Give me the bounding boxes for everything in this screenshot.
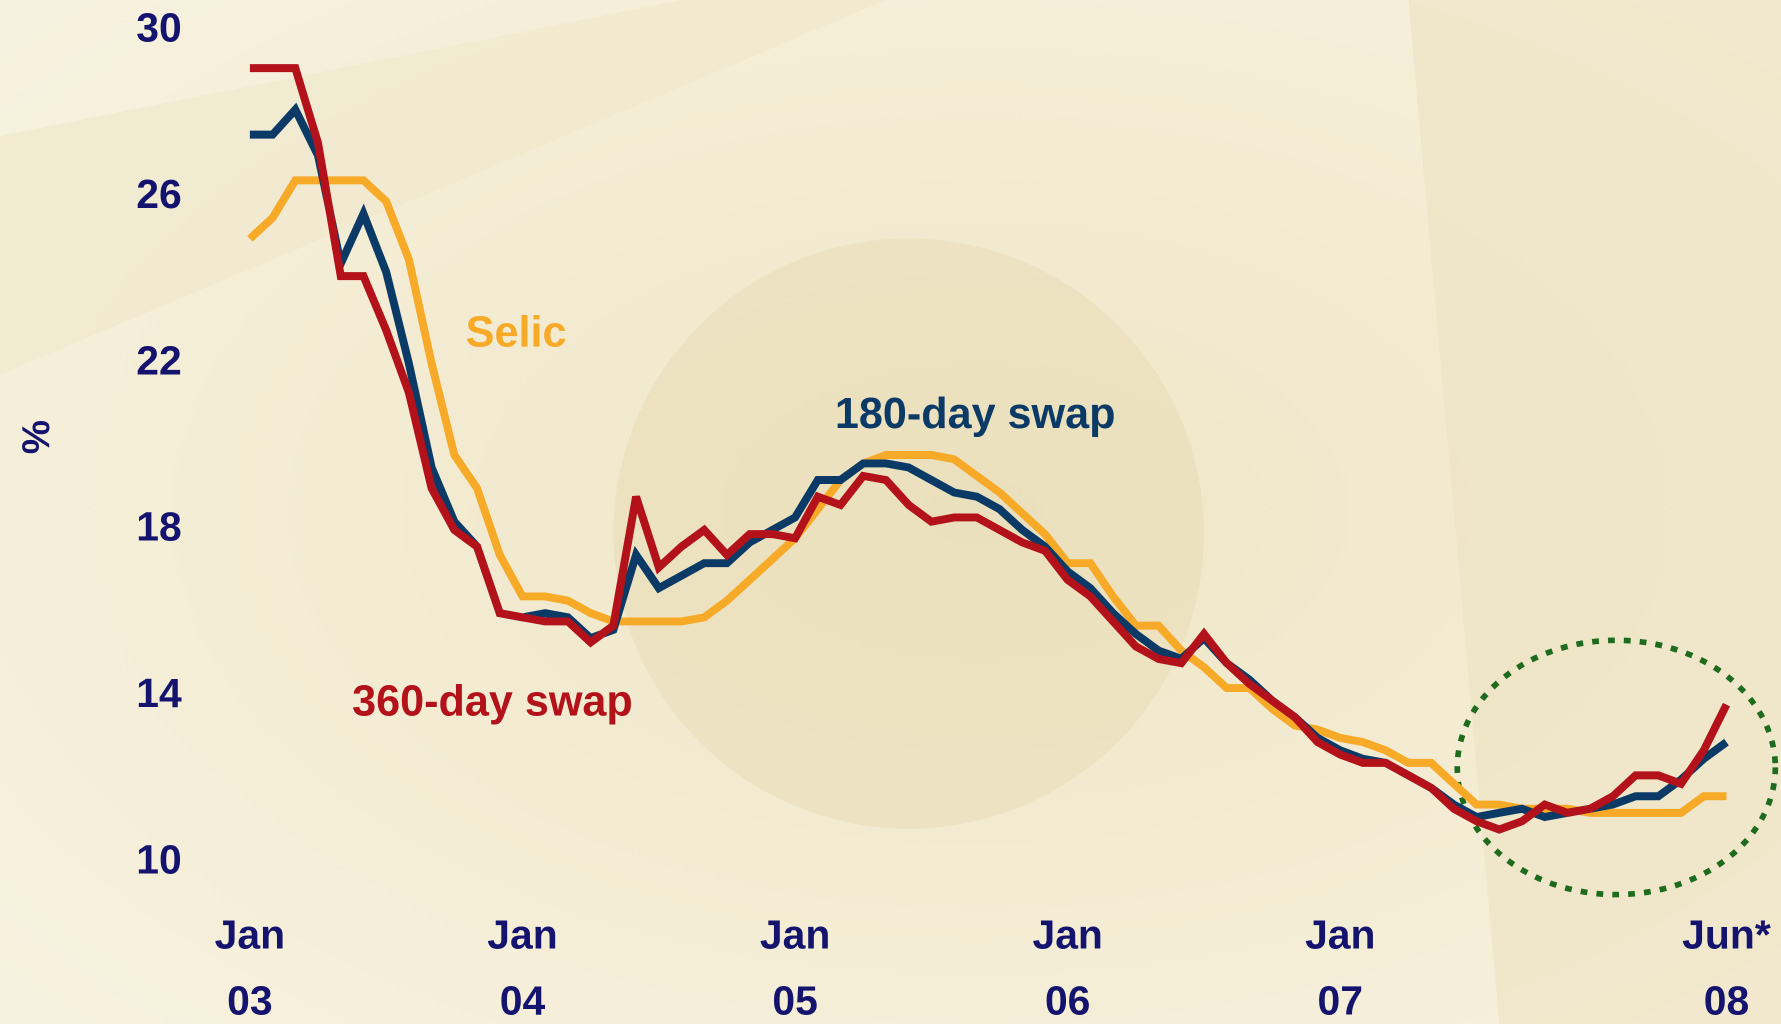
x-tick-label: Jan 05 — [760, 912, 830, 1024]
background-seal — [613, 238, 1204, 829]
background-band — [0, 0, 886, 375]
x-tick-label: Jun* 08 — [1682, 912, 1771, 1024]
x-tick-label: Jan 04 — [487, 912, 557, 1024]
y-tick-label: 18 — [136, 504, 181, 550]
y-tick-label: 30 — [136, 4, 181, 50]
series-line — [249, 64, 1731, 834]
highlight-ellipse — [1454, 637, 1779, 898]
series-label: 360-day swap — [352, 677, 633, 725]
x-tick-label: Jan 03 — [215, 912, 285, 1024]
series-label: 180-day swap — [835, 390, 1116, 438]
x-tick-label: Jan 06 — [1032, 912, 1102, 1024]
y-tick-label: 26 — [136, 171, 181, 217]
y-tick-label: 10 — [136, 837, 181, 883]
series-label: Selic — [466, 308, 567, 356]
y-tick-label: 14 — [136, 670, 182, 716]
series-line — [247, 176, 1727, 817]
y-tick-label: 22 — [136, 337, 181, 383]
x-tick-label: Jan 07 — [1305, 912, 1375, 1024]
y-axis-label: % — [15, 420, 58, 454]
